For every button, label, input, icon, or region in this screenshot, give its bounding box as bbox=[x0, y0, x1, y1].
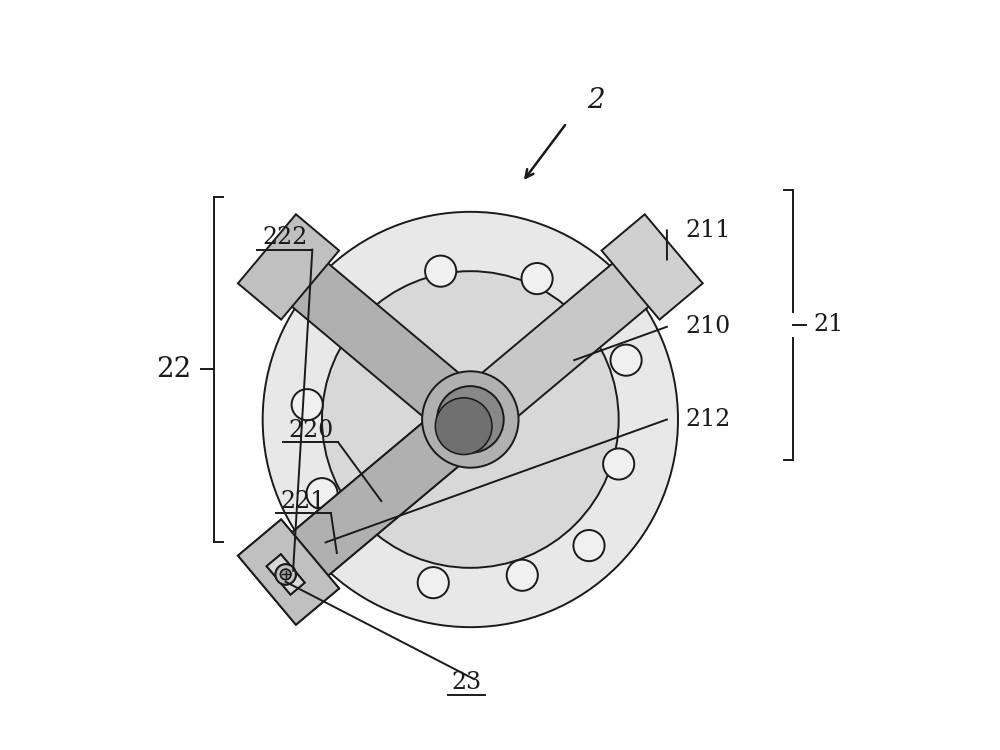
Circle shape bbox=[275, 564, 296, 585]
Polygon shape bbox=[238, 520, 339, 625]
Polygon shape bbox=[270, 398, 488, 594]
Circle shape bbox=[425, 256, 456, 286]
Polygon shape bbox=[238, 214, 339, 320]
Text: 2: 2 bbox=[588, 87, 605, 114]
Circle shape bbox=[573, 530, 605, 561]
Text: 22: 22 bbox=[156, 356, 191, 383]
Text: 210: 210 bbox=[685, 315, 730, 338]
Text: 222: 222 bbox=[262, 226, 308, 249]
Circle shape bbox=[306, 478, 338, 509]
Text: 220: 220 bbox=[288, 419, 334, 442]
Circle shape bbox=[418, 567, 449, 598]
Circle shape bbox=[522, 263, 553, 294]
Circle shape bbox=[611, 344, 642, 376]
Polygon shape bbox=[270, 398, 488, 594]
Circle shape bbox=[280, 569, 291, 580]
Text: 23: 23 bbox=[452, 671, 482, 694]
Circle shape bbox=[603, 448, 634, 479]
Circle shape bbox=[292, 389, 323, 420]
Circle shape bbox=[437, 386, 504, 453]
Text: 211: 211 bbox=[685, 219, 730, 242]
Circle shape bbox=[507, 560, 538, 591]
Text: 221: 221 bbox=[281, 490, 326, 512]
Text: 21: 21 bbox=[813, 314, 844, 337]
Circle shape bbox=[280, 569, 291, 580]
Polygon shape bbox=[270, 245, 488, 441]
Text: 212: 212 bbox=[685, 408, 730, 431]
Polygon shape bbox=[267, 554, 305, 595]
Circle shape bbox=[321, 300, 352, 332]
Polygon shape bbox=[602, 214, 703, 320]
Circle shape bbox=[322, 272, 619, 568]
Circle shape bbox=[263, 211, 678, 627]
Polygon shape bbox=[238, 520, 339, 625]
Circle shape bbox=[275, 564, 296, 585]
Circle shape bbox=[422, 371, 519, 468]
Circle shape bbox=[435, 398, 492, 454]
Polygon shape bbox=[267, 554, 305, 595]
Polygon shape bbox=[452, 245, 670, 441]
